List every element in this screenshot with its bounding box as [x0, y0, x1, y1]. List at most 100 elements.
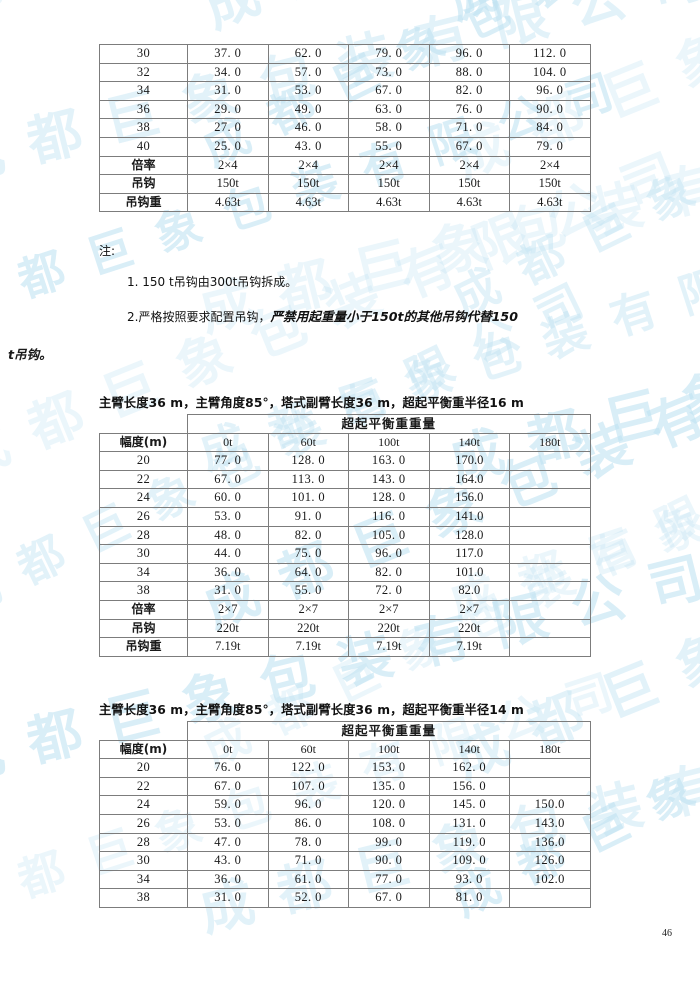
cell-width: 38 [99, 581, 188, 601]
cell-capacity: 109. 0 [428, 851, 510, 871]
load-table-2-block: 超起平衡重重量 幅度(m) 0t 60t 100t 140t 180t 20 77. 0 128… [99, 414, 591, 657]
table-footer-row: 倍率 2×4 2×4 2×4 2×4 2×4 [99, 155, 591, 176]
cell-capacity [509, 581, 591, 601]
cell-footer-label: 吊钩 [99, 174, 188, 194]
cell-footer-value: 7.19t [348, 637, 430, 657]
cell-capacity: 67. 0 [187, 776, 269, 797]
cell-capacity: 67. 0 [348, 81, 430, 101]
cell-capacity: 44. 0 [187, 544, 269, 564]
cell-footer-value: 2×4 [348, 155, 430, 176]
cell-capacity: 101.0 [428, 562, 510, 583]
table-row: 38 31. 0 52. 0 67. 0 81. 0 [99, 888, 591, 908]
table-footer-row: 吊钩重 4.63t 4.63t 4.63t 4.63t 4.63t [99, 192, 591, 213]
cell-capacity: 96. 0 [267, 795, 349, 815]
note-2-emphasis: 严禁用起重量小于150t的其他吊钩代替150 [270, 309, 518, 325]
cell-footer-value: 2×7 [267, 599, 349, 620]
cell-footer-label: 吊钩重 [99, 637, 188, 657]
table-group-header: 超起平衡重重量 [187, 414, 591, 434]
column-header-counterweight: 60t [267, 432, 349, 453]
section-2-title: 主臂长度36 m，主臂角度85°，塔式副臂长度36 m，超起平衡重半径16 m [99, 396, 524, 410]
cell-width: 38 [99, 888, 188, 908]
cell-capacity: 96. 0 [509, 81, 591, 101]
cell-footer-value: 220t [348, 618, 430, 639]
cell-capacity: 47. 0 [187, 832, 269, 853]
cell-footer-value: 2×7 [348, 599, 430, 620]
cell-capacity: 82.0 [428, 581, 510, 601]
cell-footer-value: 220t [428, 618, 510, 639]
cell-capacity: 79. 0 [509, 136, 591, 157]
cell-capacity: 82. 0 [267, 525, 349, 546]
cell-capacity: 46. 0 [267, 118, 349, 138]
cell-capacity: 31. 0 [187, 888, 269, 908]
cell-footer-value: 4.63t [428, 192, 510, 213]
cell-capacity: 170.0 [428, 451, 510, 471]
cell-capacity: 88. 0 [428, 62, 510, 83]
column-header-width: 幅度(m) [99, 432, 188, 453]
table-row: 24 60. 0 101. 0 128. 0 156.0 [99, 488, 591, 508]
cell-capacity: 96. 0 [348, 544, 430, 564]
cell-width: 26 [99, 813, 188, 834]
cell-capacity: 131. 0 [428, 813, 510, 834]
cell-capacity: 77. 0 [187, 451, 269, 471]
table-footer-row: 吊钩 150t 150t 150t 150t 150t [99, 174, 591, 194]
cell-capacity: 84. 0 [509, 118, 591, 138]
table-group-header-row: 超起平衡重重量 [99, 414, 591, 434]
column-header-counterweight: 180t [509, 432, 591, 453]
cell-capacity: 86. 0 [267, 813, 349, 834]
cell-capacity: 93. 0 [428, 869, 510, 890]
cell-capacity: 76. 0 [428, 99, 510, 120]
note-item-2: 2.严格按照要求配置吊钩，严禁用起重量小于150t的其他吊钩代替150 [99, 309, 589, 324]
cell-capacity: 59. 0 [187, 795, 269, 815]
cell-capacity: 79. 0 [348, 44, 430, 64]
cell-width: 28 [99, 832, 188, 853]
cell-capacity: 77. 0 [348, 869, 430, 890]
column-header-counterweight: 140t [428, 739, 510, 760]
cell-footer-value: 7.19t [267, 637, 349, 657]
cell-capacity [509, 525, 591, 546]
cell-capacity: 153. 0 [348, 758, 430, 778]
load-table-1-block: 30 37. 0 62. 0 79. 0 96. 0 112. 0 32 34. 0 57. 0… [99, 44, 591, 213]
cell-capacity: 29. 0 [187, 99, 269, 120]
cell-capacity: 25. 0 [187, 136, 269, 157]
cell-width: 22 [99, 776, 188, 797]
cell-footer-value: 150t [187, 174, 269, 194]
load-table-2: 超起平衡重重量 幅度(m) 0t 60t 100t 140t 180t 20 77. 0 128… [99, 414, 591, 657]
cell-capacity: 55. 0 [267, 581, 349, 601]
cell-capacity: 53. 0 [187, 506, 269, 527]
cell-capacity: 156.0 [428, 488, 510, 508]
cell-capacity: 113. 0 [267, 469, 349, 490]
cell-width: 36 [99, 99, 188, 120]
cell-capacity: 96. 0 [428, 44, 510, 64]
cell-footer-value: 2×4 [428, 155, 510, 176]
table-row: 22 67. 0 107. 0 135. 0 156. 0 [99, 776, 591, 797]
cell-footer-value [509, 599, 591, 620]
note-1-text: 1. 150 t吊钩由300t吊钩拆成。 [127, 275, 298, 289]
cell-capacity: 53. 0 [187, 813, 269, 834]
table-row: 26 53. 0 91. 0 116. 0 141.0 [99, 506, 591, 527]
cell-capacity: 72. 0 [348, 581, 430, 601]
load-table-3-block: 超起平衡重重量 幅度(m) 0t 60t 100t 140t 180t 20 76. 0 122… [99, 721, 591, 908]
cell-capacity [509, 488, 591, 508]
cell-footer-value: 150t [267, 174, 349, 194]
note-2-text: 2.严格按照要求配置吊钩， [127, 310, 271, 325]
load-table-1: 30 37. 0 62. 0 79. 0 96. 0 112. 0 32 34. 0 57. 0… [99, 44, 591, 213]
cell-width: 32 [99, 62, 188, 83]
cell-capacity: 90. 0 [348, 851, 430, 871]
cell-capacity: 60. 0 [187, 488, 269, 508]
note-item-1: 1. 150 t吊钩由300t吊钩拆成。 [99, 275, 589, 289]
cell-capacity: 36. 0 [187, 562, 269, 583]
cell-capacity: 122. 0 [267, 758, 349, 778]
cell-capacity: 63. 0 [348, 99, 430, 120]
cell-width: 28 [99, 525, 188, 546]
section-3-title: 主臂长度36 m，主臂角度85°，塔式副臂长度36 m，超起平衡重半径14 m [99, 703, 524, 717]
cell-footer-value: 7.19t [428, 637, 510, 657]
cell-capacity [509, 776, 591, 797]
cell-capacity: 43. 0 [187, 851, 269, 871]
cell-capacity: 145. 0 [428, 795, 510, 815]
cell-footer-label: 倍率 [99, 155, 188, 176]
cell-width: 34 [99, 81, 188, 101]
cell-capacity: 102.0 [509, 869, 591, 890]
load-table-3: 超起平衡重重量 幅度(m) 0t 60t 100t 140t 180t 20 76. 0 122… [99, 721, 591, 908]
cell-capacity: 53. 0 [267, 81, 349, 101]
